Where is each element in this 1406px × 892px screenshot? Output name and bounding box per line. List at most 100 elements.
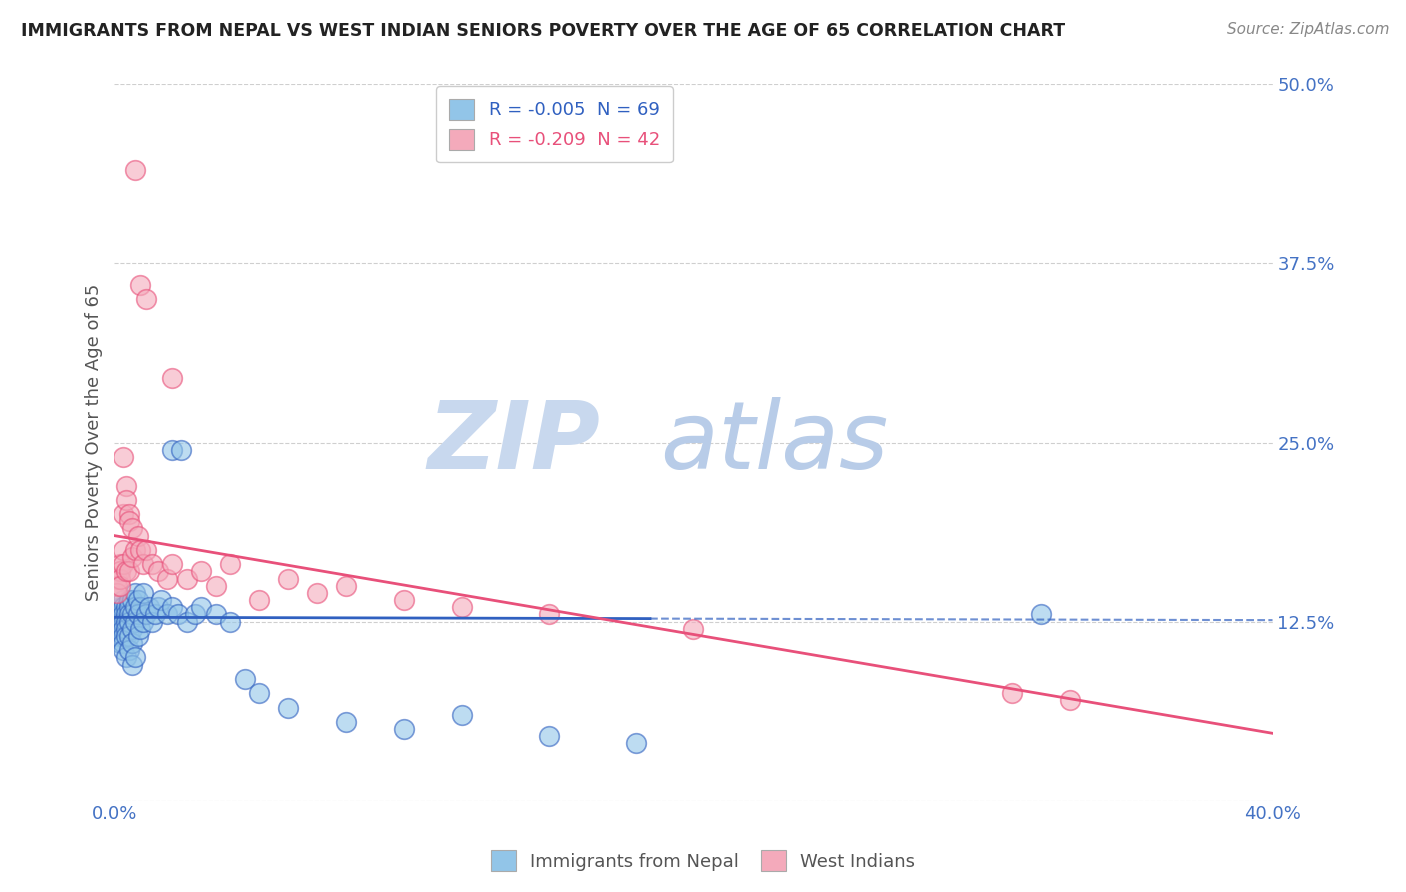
Point (112, 615, 135, 629)
Point (124, 600, 146, 615)
Point (108, 558, 131, 572)
Point (108, 579, 131, 593)
Point (112, 507, 135, 521)
Point (105, 579, 128, 593)
Point (129, 543, 152, 558)
Point (115, 478, 138, 492)
Point (392, 722, 415, 736)
Point (108, 615, 131, 629)
Point (624, 736, 647, 750)
Point (138, 600, 160, 615)
Point (1001, 686, 1024, 700)
Point (127, 593, 149, 607)
Point (682, 622, 704, 636)
Point (135, 543, 157, 558)
Point (392, 593, 415, 607)
Point (112, 629, 135, 643)
Point (155, 607, 177, 622)
Point (129, 277, 152, 292)
Point (124, 163, 146, 178)
Point (112, 450, 135, 464)
Point (108, 565, 131, 579)
Point (335, 714, 357, 729)
Point (537, 607, 560, 622)
Text: IMMIGRANTS FROM NEPAL VS WEST INDIAN SENIORS POVERTY OVER THE AGE OF 65 CORRELAT: IMMIGRANTS FROM NEPAL VS WEST INDIAN SEN… (21, 22, 1066, 40)
Point (115, 492, 138, 507)
Point (121, 593, 143, 607)
Point (112, 643, 135, 657)
Point (170, 442, 193, 457)
Point (124, 650, 146, 665)
Point (112, 600, 135, 615)
Point (247, 593, 270, 607)
Point (112, 543, 135, 558)
Point (204, 607, 226, 622)
Point (141, 558, 163, 572)
Point (162, 600, 184, 615)
Point (121, 550, 143, 565)
Point (127, 629, 149, 643)
Point (204, 579, 226, 593)
Point (105, 586, 128, 600)
Point (115, 622, 138, 636)
Point (121, 622, 143, 636)
Point (118, 600, 141, 615)
Point (108, 600, 131, 615)
Point (146, 600, 169, 615)
Point (184, 607, 207, 622)
Point (132, 586, 155, 600)
Point (162, 371, 184, 385)
Point (219, 558, 242, 572)
Point (118, 615, 141, 629)
Point (118, 643, 141, 657)
Point (105, 615, 128, 629)
Point (121, 657, 143, 672)
Point (162, 558, 184, 572)
Point (105, 629, 128, 643)
Point (118, 565, 141, 579)
Point (105, 622, 128, 636)
Point (124, 543, 146, 558)
Point (167, 607, 190, 622)
Point (112, 558, 135, 572)
Point (277, 700, 299, 714)
Point (108, 607, 131, 622)
Point (135, 607, 157, 622)
Point (115, 629, 138, 643)
Point (146, 565, 169, 579)
Point (115, 615, 138, 629)
Legend: R = -0.005  N = 69, R = -0.209  N = 42: R = -0.005 N = 69, R = -0.209 N = 42 (436, 87, 672, 162)
Point (118, 507, 141, 521)
Point (190, 600, 212, 615)
Point (307, 586, 329, 600)
Point (112, 636, 135, 650)
Point (124, 586, 146, 600)
Point (132, 558, 155, 572)
Y-axis label: Seniors Poverty Over the Age of 65: Seniors Poverty Over the Age of 65 (86, 284, 103, 601)
Point (190, 565, 212, 579)
Point (127, 528, 149, 542)
Point (124, 615, 146, 629)
Point (1029, 607, 1052, 622)
Point (1059, 693, 1081, 707)
Point (127, 607, 149, 622)
Point (121, 607, 143, 622)
Text: atlas: atlas (661, 397, 889, 488)
Point (162, 442, 184, 457)
Text: ZIP: ZIP (427, 397, 600, 489)
Point (118, 607, 141, 622)
Point (118, 629, 141, 643)
Point (105, 607, 128, 622)
Point (450, 707, 472, 722)
Point (121, 636, 143, 650)
Point (118, 593, 141, 607)
Point (112, 622, 135, 636)
Point (277, 572, 299, 586)
Point (149, 593, 172, 607)
Point (176, 615, 198, 629)
Point (108, 636, 131, 650)
Point (115, 650, 138, 665)
Point (335, 579, 357, 593)
Point (233, 672, 256, 686)
Point (132, 615, 155, 629)
